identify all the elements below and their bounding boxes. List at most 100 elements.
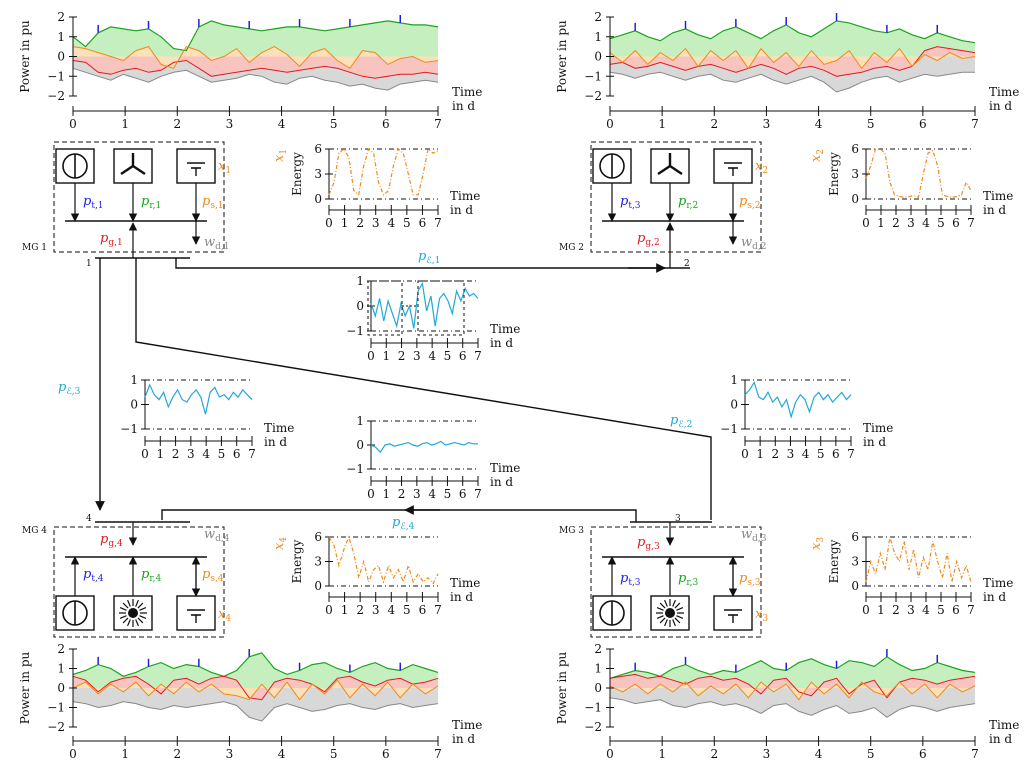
flow_pe3-x-tick-label: 2 [172, 447, 180, 461]
energy-x4-var-subscript: 4 [279, 537, 289, 543]
energy_x4-y-tick-label: 0 [314, 579, 322, 593]
node-1-label: 1 [86, 259, 92, 269]
renewable-line [609, 20, 976, 44]
energy_x4-x-tick-label: 0 [325, 603, 333, 617]
mg3-pg-label: pg,3 [637, 535, 660, 552]
flow_pe1-x-tick-label: 2 [398, 349, 406, 363]
mg3-wd-label-subscript: d,3 [752, 534, 767, 544]
power_mg2-y-tick-label: −1 [584, 69, 602, 83]
pe3-label: pℰ,3 [58, 380, 81, 397]
energy_x1-x-tick-label: 7 [434, 216, 442, 230]
pe1-label-base: p [418, 249, 427, 264]
flow_pe3-x-tick-label: 6 [233, 447, 241, 461]
mg2-pr-label: pr,2 [678, 194, 698, 211]
flow_pe4-x-tick-label: 6 [459, 487, 467, 501]
flow_pe2-y-tick-label: 0 [730, 398, 738, 412]
flow_pe4-series [370, 440, 478, 454]
energy_x2-y-tick-label: 3 [851, 167, 859, 181]
mg3-ps-label-subscript: s,3 [747, 578, 760, 588]
flow_pe2-y-tick-label: 1 [730, 373, 738, 387]
mg4-x-label-base: x [218, 607, 226, 622]
flow_pe4-x-tick-label: 3 [413, 487, 421, 501]
power_mg1-y-tick-label: 0 [57, 50, 65, 64]
energy_x1-series [328, 147, 439, 196]
demand-area [73, 688, 438, 722]
energy-x2-var-base: x [809, 154, 824, 162]
energy_x2-x-tick-label: 0 [862, 216, 870, 230]
flow_pe4-y-tick-label: 0 [356, 438, 364, 452]
energy_x1-time-label: Time [450, 189, 480, 203]
mg4-x-label: x4 [218, 607, 231, 624]
highlight-box [417, 280, 465, 336]
mg3-label: MG 3 [559, 526, 584, 536]
flow_pe4-x-tick-label: 4 [428, 487, 436, 501]
power_mg1-y-tick-label: −2 [47, 89, 65, 103]
battery-icon [176, 148, 216, 184]
mg2-pt-label-subscript: t,3 [628, 201, 640, 211]
flow_pe1-time-label: Time [490, 322, 520, 336]
energy-x3-var: x3 [809, 537, 826, 550]
mg2-wd-label-subscript: d,2 [752, 242, 766, 252]
flow_pe3-x-tick-label: 1 [156, 447, 164, 461]
mg2-block-boundary [590, 141, 762, 253]
mg2-wd-label: wd,2 [741, 235, 767, 252]
mg3-x-label: x3 [755, 607, 768, 624]
mg1-pt-label-base: p [83, 194, 92, 209]
energy_x3-x-tick-label: 2 [892, 603, 900, 617]
power_mg3-x-tick-label: 6 [919, 747, 927, 761]
mg4-pg-label-base: p [100, 532, 109, 547]
power_mg1-x-tick-label: 1 [121, 117, 129, 131]
energy_x4-x-tick-label: 7 [434, 603, 442, 617]
mg4-wd-label: wd,4 [204, 527, 230, 544]
power_mg2-y-tick-label: 2 [594, 10, 602, 24]
power_mg4-y-tick-label: 1 [57, 662, 65, 676]
flow_pe3-y-tick-label: −1 [120, 422, 138, 436]
mg1-pr-label-subscript: r,1 [149, 201, 161, 211]
mg1-pg-label: pg,1 [100, 231, 123, 248]
flow_pe1-x-tick-label: 6 [459, 349, 467, 363]
energy_x1-y-tick-label: 6 [314, 142, 322, 156]
mg4-pr-label: pr,4 [141, 567, 162, 584]
energy_x2-y-tick-label: 0 [851, 192, 859, 206]
energy_x2-x-tick-label: 2 [892, 216, 900, 230]
flow_pe4-y-tick-label: 1 [356, 414, 364, 428]
energy_x4-y-tick-label: 3 [314, 555, 322, 569]
pe2-label-base: p [670, 413, 679, 428]
wind-turbine-icon-blades [120, 153, 146, 175]
flow_pe1-time-unit-label: in d [490, 336, 513, 350]
energy-x2-var: x2 [809, 149, 826, 162]
mg1-ps-label-subscript: s,1 [210, 201, 223, 211]
flow_pe2-x-tick-label: 1 [756, 447, 764, 461]
mg3-pt-label-base: p [620, 571, 629, 586]
pe2-label-subscript: ℰ,2 [678, 420, 692, 430]
mg4-ps-label-subscript: s,4 [210, 574, 223, 584]
power_mg2-y-tick-label: 0 [594, 50, 602, 64]
mg3-pr-label-subscript: r,3 [686, 578, 698, 588]
power_mg1-x-tick-label: 0 [69, 117, 77, 131]
energy_x4-x-tick-label: 5 [403, 603, 411, 617]
flow_pe2-x-tick-label: 5 [817, 447, 825, 461]
storage-area [73, 680, 438, 700]
renewable-area [610, 20, 975, 57]
flow_pe4-time-label: Time [490, 461, 520, 475]
flow_pe1-x-tick-label: 5 [444, 349, 452, 363]
mg4-pt-label-base: p [83, 567, 92, 582]
power_mg1-time-label: Time [452, 85, 482, 99]
power_mg4-x-tick-label: 1 [121, 747, 129, 761]
renewable-line [72, 20, 439, 52]
flow_pe2-x-tick-label: 4 [802, 447, 810, 461]
connection-lines [95, 257, 712, 523]
energy_x2-x-tick-label: 1 [877, 216, 885, 230]
solar-icon-core [128, 608, 138, 618]
mg3-pr-label-base: p [678, 571, 687, 586]
power_mg1-x-tick-label: 4 [278, 117, 286, 131]
flow_pe3-x-tick-label: 5 [218, 447, 226, 461]
renewable-line [72, 652, 439, 677]
power_mg2-x-tick-label: 5 [867, 117, 875, 131]
grid-line [72, 675, 439, 701]
flow_pe4-time-unit-label: in d [490, 475, 513, 489]
